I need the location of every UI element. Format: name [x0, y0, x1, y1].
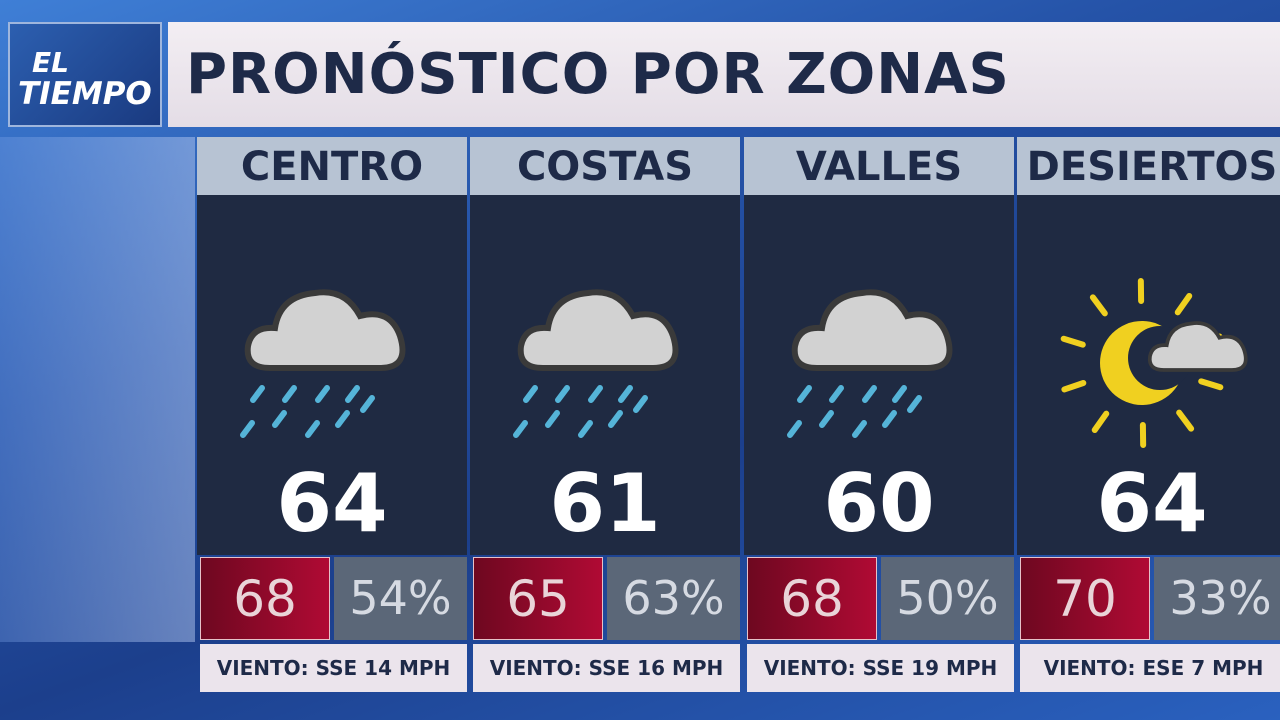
- humidity: 50%: [881, 557, 1014, 640]
- humidity: 33%: [1154, 557, 1280, 640]
- temperature: 60: [823, 457, 935, 550]
- wind: VIENTO: SSE 16 MPH: [473, 644, 740, 692]
- logo-line: TIEMPO: [18, 76, 152, 112]
- logo: EL TIEMPO: [8, 22, 162, 127]
- zone-body: [744, 195, 1014, 555]
- humidity: 54%: [334, 557, 467, 640]
- zone-column: CENTRO 64 68 54% VIENTO: SSE 14 MPH: [197, 137, 467, 692]
- temperature: 64: [1096, 457, 1208, 550]
- side-panel: [0, 137, 195, 642]
- high-temp: 70: [1020, 557, 1150, 640]
- zone-body: [470, 195, 740, 555]
- zone-column: DESIERTOS 64 70 33% VIENTO: ESE 7 MPH: [1017, 137, 1280, 692]
- sun-icon: [1060, 278, 1248, 448]
- zone-column: COSTAS 61 65 63% VIENTO: SSE 16 MPH: [470, 137, 740, 692]
- title-bar: PRONÓSTICO POR ZONAS: [168, 22, 1280, 127]
- high-temp: 68: [747, 557, 877, 640]
- zone-name: CENTRO: [197, 137, 467, 195]
- zone-name: COSTAS: [470, 137, 740, 195]
- wind: VIENTO: SSE 14 MPH: [200, 644, 467, 692]
- logo-line: EL: [32, 46, 69, 79]
- zone-body: [1017, 195, 1280, 555]
- zone-body: [197, 195, 467, 555]
- temperature: 64: [276, 457, 388, 550]
- temperature: 61: [549, 457, 661, 550]
- wind: VIENTO: SSE 19 MPH: [747, 644, 1014, 692]
- high-temp: 68: [200, 557, 330, 640]
- wind: VIENTO: ESE 7 MPH: [1020, 644, 1280, 692]
- title: PRONÓSTICO POR ZONAS: [186, 42, 1010, 107]
- humidity: 63%: [607, 557, 740, 640]
- zone-name: VALLES: [744, 137, 1014, 195]
- rain-icon: [787, 289, 953, 438]
- rain-icon: [240, 289, 406, 438]
- high-temp: 65: [473, 557, 603, 640]
- zone-name: DESIERTOS: [1017, 137, 1280, 195]
- rain-icon: [513, 289, 679, 438]
- zone-column: VALLES 60 68 50% VIENTO: SSE 19 MPH: [744, 137, 1014, 692]
